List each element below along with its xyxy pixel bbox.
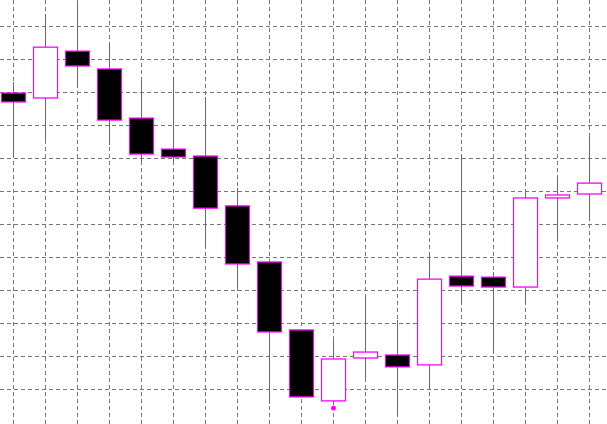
candle [96,44,123,146]
candle-body-bullish [576,182,603,195]
markers [331,405,336,411]
candle [64,2,91,88]
candle [576,136,603,222]
candles [0,2,603,416]
candle-body-bearish [160,148,187,158]
candle [416,253,443,390]
candle-body-bullish [544,194,571,199]
candle-body-bearish [0,92,27,103]
candle-body-bearish [96,68,123,121]
candle [352,295,379,379]
candle [384,320,411,416]
candle-body-bearish [224,205,251,265]
candle [32,14,59,140]
candle [0,82,27,158]
candle [544,178,571,240]
candle [256,261,283,404]
candle-body-bullish [512,197,539,288]
candle-body-bullish [32,46,59,99]
candle-body-bullish [416,278,443,366]
candle-body-bearish [192,155,219,209]
candle [128,81,155,163]
candle [288,329,315,398]
candle-body-bearish [384,354,411,368]
candle-body-bearish [288,329,315,398]
candle-body-bearish [128,117,155,155]
candle [160,77,187,163]
candle [480,271,507,351]
candle-body-bearish [480,276,507,288]
marker-dot [331,405,336,411]
candle-body-bullish [320,358,347,402]
candle-body-bearish [256,261,283,333]
candle [224,188,251,289]
candle [320,340,347,405]
candle [192,96,219,247]
candle [512,190,539,302]
candle-body-bearish [448,275,475,287]
candle-body-bearish [64,50,91,67]
candle-body-bullish [352,351,379,359]
candle [448,155,475,305]
